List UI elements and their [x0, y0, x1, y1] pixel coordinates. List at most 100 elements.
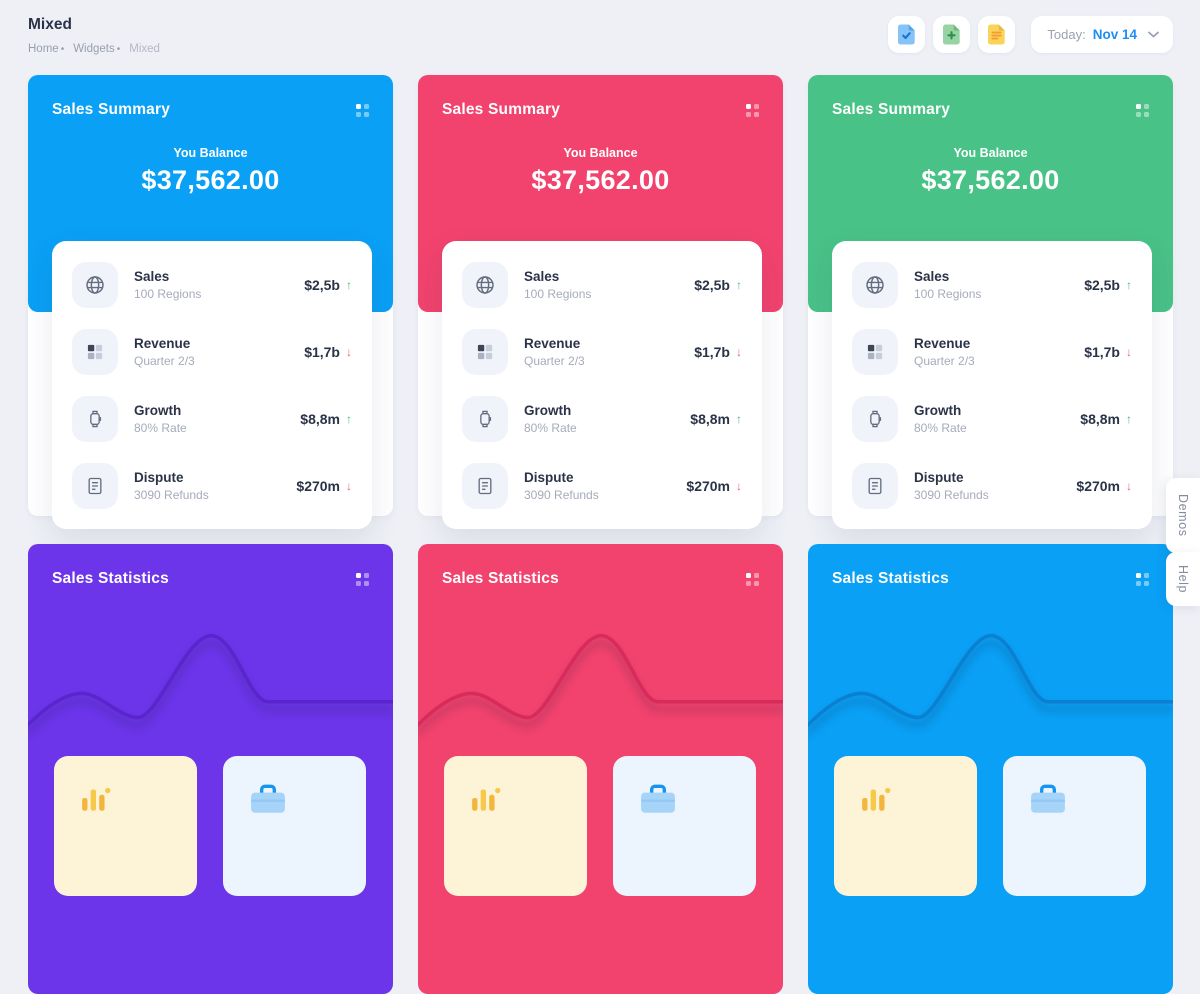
stat-title: Dispute — [914, 469, 964, 485]
summary-stat-row: Sales 100 Regions $2,5b ↑ — [462, 251, 742, 318]
breadcrumb: Home • Widgets • Mixed — [28, 43, 160, 55]
stat-title: Sales — [914, 268, 950, 284]
sales-wave-chart — [418, 633, 783, 727]
sales-statistics-card: Sales Statistics — [808, 544, 1173, 994]
trend-down-icon: ↓ — [1126, 344, 1132, 359]
globe-icon — [852, 261, 898, 308]
stat-text: Revenue Quarter 2/3 — [134, 336, 195, 368]
briefcase-icon — [249, 784, 287, 818]
mini-box — [1003, 756, 1146, 896]
card-title: Sales Summary — [832, 101, 951, 118]
chevron-down-icon — [1148, 31, 1159, 38]
mini-boxes — [444, 756, 756, 896]
stat-value-wrap: $270m ↓ — [686, 478, 742, 494]
stat-value-wrap: $270m ↓ — [296, 478, 352, 494]
card-title: Sales Statistics — [52, 570, 169, 587]
breadcrumb-widgets[interactable]: Widgets • — [73, 43, 121, 55]
mini-box — [223, 756, 366, 896]
stat-value-wrap: $1,7b ↓ — [304, 344, 352, 360]
stat-value: $2,5b — [694, 276, 730, 293]
stat-subtitle: Quarter 2/3 — [524, 353, 585, 368]
summary-stats-panel: Sales 100 Regions $2,5b ↑ Revenue Quarte… — [442, 241, 762, 529]
mini-box — [834, 756, 977, 896]
stat-subtitle: 100 Regions — [914, 286, 982, 301]
summary-stats-panel: Sales 100 Regions $2,5b ↑ Revenue Quarte… — [832, 241, 1152, 529]
page-title: Mixed — [28, 16, 72, 33]
mini-box — [444, 756, 587, 896]
stat-text: Sales 100 Regions — [134, 269, 201, 301]
mini-box — [54, 756, 197, 896]
summary-stat-row: Dispute 3090 Refunds $270m ↓ — [852, 452, 1132, 519]
card-title: Sales Summary — [442, 101, 561, 118]
date-picker[interactable]: Today: Nov 14 — [1031, 16, 1173, 53]
stat-value-wrap: $1,7b ↓ — [694, 344, 742, 360]
stat-subtitle: Quarter 2/3 — [914, 353, 975, 368]
stat-value: $270m — [1076, 477, 1120, 494]
card-title: Sales Statistics — [442, 570, 559, 587]
file-check-button[interactable] — [888, 16, 926, 53]
stat-value: $2,5b — [1084, 276, 1120, 293]
sales-summary-card: Sales Summary You Balance $37,562.00 Sal… — [808, 75, 1173, 529]
stat-value: $1,7b — [1084, 343, 1120, 360]
bar-chart-icon — [80, 787, 112, 816]
stat-text: Growth 80% Rate — [134, 403, 187, 435]
stat-text: Revenue Quarter 2/3 — [524, 336, 585, 368]
globe-icon — [72, 261, 118, 308]
summary-cards-grid: Sales Summary You Balance $37,562.00 Sal… — [28, 75, 1173, 529]
date-picker-value: Nov 14 — [1092, 27, 1137, 42]
stat-text: Revenue Quarter 2/3 — [914, 336, 975, 368]
side-tab-demos[interactable]: Demos — [1166, 478, 1200, 553]
file-plus-button[interactable] — [933, 16, 971, 53]
balance-value: $37,562.00 — [531, 165, 670, 195]
trend-up-icon: ↑ — [736, 277, 742, 292]
stat-value: $8,8m — [300, 410, 340, 427]
trend-up-icon: ↑ — [1126, 277, 1132, 292]
grid-icon — [462, 328, 508, 375]
page-heading-block: Mixed Home • Widgets • Mixed — [28, 14, 160, 55]
stat-subtitle: 80% Rate — [134, 420, 187, 435]
trend-down-icon: ↓ — [346, 344, 352, 359]
widget-handle-icon[interactable] — [746, 104, 759, 117]
sales-statistics-card: Sales Statistics — [418, 544, 783, 994]
widget-handle-icon[interactable] — [356, 573, 369, 586]
mini-boxes — [834, 756, 1146, 896]
stat-value: $2,5b — [304, 276, 340, 293]
stat-subtitle: 80% Rate — [524, 420, 577, 435]
stat-value-wrap: $8,8m ↑ — [1080, 411, 1132, 427]
widget-handle-icon[interactable] — [746, 573, 759, 586]
widget-handle-icon[interactable] — [356, 104, 369, 117]
stat-title: Revenue — [914, 335, 971, 351]
file-lines-button[interactable] — [978, 16, 1016, 53]
stat-text: Dispute 3090 Refunds — [524, 470, 599, 502]
stat-title: Growth — [134, 402, 182, 418]
summary-stat-row: Sales 100 Regions $2,5b ↑ — [72, 251, 352, 318]
breadcrumb-dot: • — [60, 43, 65, 55]
globe-icon — [462, 261, 508, 308]
stat-subtitle: 80% Rate — [914, 420, 967, 435]
statistics-cards-grid: Sales Statistics Sales Statistics Sales … — [28, 544, 1173, 994]
widget-handle-icon[interactable] — [1136, 573, 1149, 586]
sales-wave-chart — [28, 633, 393, 727]
file-lines-icon — [987, 24, 1006, 45]
stat-value: $1,7b — [304, 343, 340, 360]
summary-stat-row: Revenue Quarter 2/3 $1,7b ↓ — [462, 318, 742, 385]
date-picker-label: Today: — [1047, 27, 1086, 42]
stat-subtitle: 3090 Refunds — [134, 487, 209, 502]
header-toolbar: Today: Nov 14 — [888, 16, 1173, 53]
summary-stat-row: Growth 80% Rate $8,8m ↑ — [852, 385, 1132, 452]
document-icon — [72, 462, 118, 509]
breadcrumb-home[interactable]: Home • — [28, 43, 65, 55]
stat-title: Growth — [914, 402, 962, 418]
stat-value-wrap: $2,5b ↑ — [1084, 277, 1132, 293]
briefcase-icon — [1029, 784, 1067, 818]
stat-value-wrap: $8,8m ↑ — [690, 411, 742, 427]
stat-subtitle: Quarter 2/3 — [134, 353, 195, 368]
side-tab-help[interactable]: Help — [1166, 552, 1200, 607]
card-title: Sales Statistics — [832, 570, 949, 587]
bar-chart-icon — [860, 787, 892, 816]
summary-stat-row: Growth 80% Rate $8,8m ↑ — [462, 385, 742, 452]
grid-icon — [852, 328, 898, 375]
stat-value: $8,8m — [690, 410, 730, 427]
stat-title: Sales — [524, 268, 560, 284]
widget-handle-icon[interactable] — [1136, 104, 1149, 117]
